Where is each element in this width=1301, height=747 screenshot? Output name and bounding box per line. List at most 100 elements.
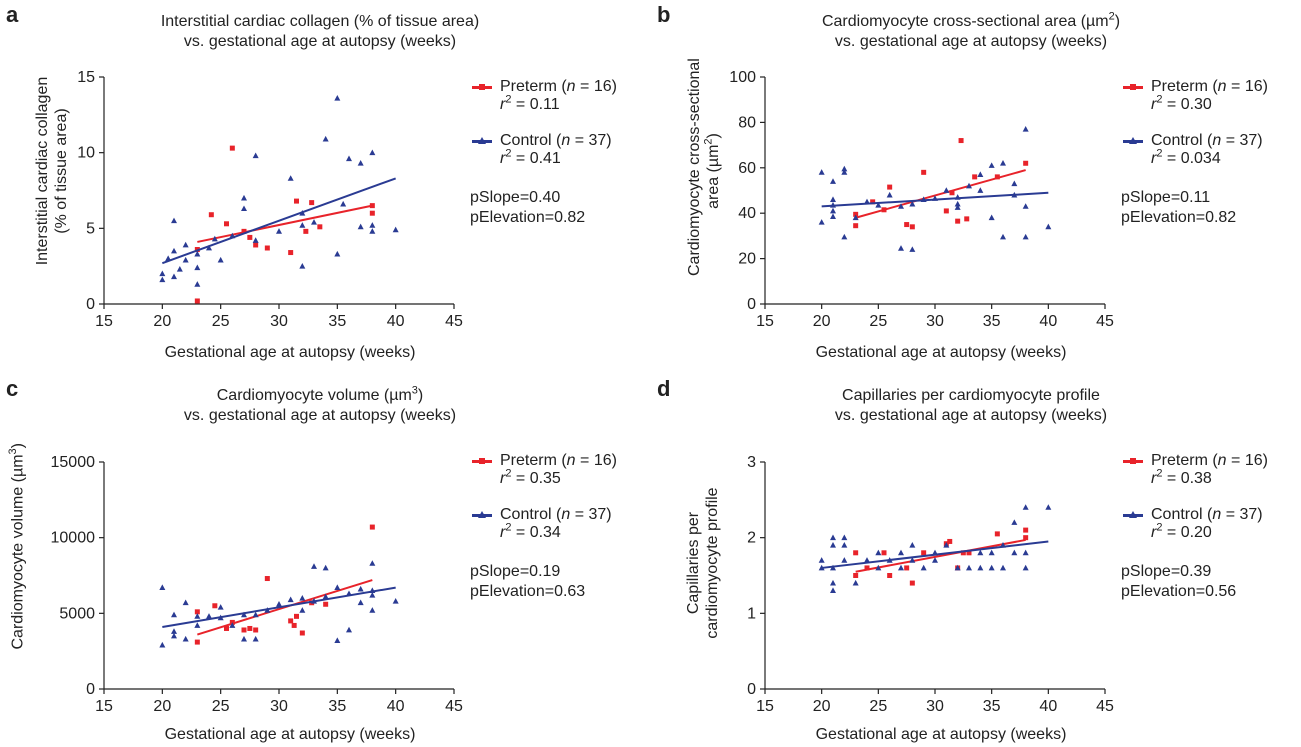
data-point-control xyxy=(206,244,212,251)
data-point-control xyxy=(830,579,836,586)
data-point-control xyxy=(171,628,177,634)
data-point-preterm xyxy=(887,184,893,190)
data-point-preterm xyxy=(994,174,1000,180)
data-point-preterm xyxy=(853,550,859,556)
y-tick-label: 15 xyxy=(77,69,95,86)
panel-letter: b xyxy=(657,2,671,27)
y-tick-label: 20 xyxy=(738,251,756,268)
legend-square-marker xyxy=(479,84,485,90)
x-tick-label: 25 xyxy=(212,313,230,330)
y-axis-label-line1: Cardiomyocyte cross-sectional xyxy=(686,58,703,276)
data-point-preterm xyxy=(966,550,972,556)
legend-square-marker xyxy=(479,458,485,464)
data-point-control xyxy=(171,611,177,618)
data-point-preterm xyxy=(264,576,270,582)
stats-block: pSlope=0.11 pElevation=0.82 xyxy=(1121,188,1268,228)
data-point-control xyxy=(841,557,848,563)
fit-line-preterm xyxy=(855,169,1026,219)
y-tick-label: 15000 xyxy=(51,454,96,471)
data-point-control xyxy=(841,169,848,175)
x-tick-label: 40 xyxy=(387,313,405,330)
legend-control-r2: r2 = 0.34 xyxy=(500,521,561,541)
x-tick-label: 20 xyxy=(153,313,171,330)
fit-line-control xyxy=(162,586,396,628)
data-point-control xyxy=(954,200,961,207)
legend-preterm-r2: r2 = 0.38 xyxy=(1151,467,1212,487)
data-point-control xyxy=(176,265,183,272)
data-point-control xyxy=(1045,504,1052,510)
data-point-control xyxy=(392,226,399,233)
data-point-control xyxy=(182,256,189,263)
data-point-control xyxy=(977,187,984,193)
data-point-control xyxy=(299,222,306,228)
x-tick-label: 25 xyxy=(212,698,230,715)
data-point-control xyxy=(1011,519,1018,525)
data-point-control xyxy=(276,601,282,607)
data-point-control xyxy=(1011,549,1018,556)
data-point-control xyxy=(830,207,836,214)
legend-control-r2: r2 = 0.41 xyxy=(500,147,561,167)
data-point-control xyxy=(159,276,166,283)
data-point-control xyxy=(252,611,259,618)
y-tick-label: 40 xyxy=(738,205,756,222)
legend-control-label: Control (n = 37) xyxy=(500,506,612,523)
data-point-control xyxy=(369,222,376,228)
x-tick-label: 25 xyxy=(869,313,887,330)
data-point-preterm xyxy=(229,145,235,151)
data-point-preterm xyxy=(870,199,876,205)
p-slope: pSlope=0.11 xyxy=(1121,189,1211,206)
data-point-control xyxy=(898,564,904,571)
data-point-control xyxy=(841,165,848,172)
x-tick-label: 30 xyxy=(926,313,944,330)
scatter-plot: 15 20 25 30 35 40 45 0 5 10 15 xyxy=(77,69,463,330)
y-tick-label: 60 xyxy=(738,160,756,177)
chart-title: Interstitial cardiac collagen (% of tiss… xyxy=(60,12,580,52)
data-point-control xyxy=(217,256,224,263)
data-point-control xyxy=(369,560,376,566)
legend: Preterm (n = 16) r2 = 0.30 Control (n = … xyxy=(1121,78,1268,228)
panel-letter: a xyxy=(6,2,19,27)
data-point-control xyxy=(276,228,282,234)
data-point-preterm xyxy=(288,250,294,256)
legend-preterm-r2: r2 = 0.35 xyxy=(500,467,561,487)
y-tick-label: 5 xyxy=(86,220,95,237)
data-point-control xyxy=(988,162,995,168)
data-point-preterm xyxy=(303,228,309,234)
data-point-preterm xyxy=(964,216,970,222)
legend-control-label: Control (n = 37) xyxy=(500,132,612,149)
data-point-preterm xyxy=(317,224,323,230)
data-point-control xyxy=(194,622,201,628)
chart-title-line2: vs. gestational age at autopsy (weeks) xyxy=(834,407,1108,424)
data-point-control xyxy=(369,591,376,598)
legend-triangle-marker xyxy=(478,511,486,518)
fit-line-control xyxy=(821,540,1049,569)
data-point-control xyxy=(909,542,916,548)
p-elevation: pElevation=0.56 xyxy=(1121,583,1237,600)
y-axis-label-line2: cardiomyocyte profile xyxy=(704,487,721,639)
data-point-preterm xyxy=(241,627,247,633)
y-axis-label: Interstitial cardiac collagen (% of tiss… xyxy=(33,71,71,271)
data-point-control xyxy=(322,135,329,142)
data-point-control xyxy=(334,94,341,101)
p-elevation: pElevation=0.82 xyxy=(1121,209,1237,226)
stats-block: pSlope=0.39 pElevation=0.56 xyxy=(1121,562,1268,602)
y-tick-label: 0 xyxy=(747,681,756,698)
data-point-control xyxy=(1022,549,1029,556)
legend-entry-control: Control (n = 37) r2 = 0.20 xyxy=(1121,506,1268,546)
y-axis-label: Capillaries per cardiomyocyte profile xyxy=(684,463,722,663)
data-point-control xyxy=(943,187,950,193)
chart-title-line1: Cardiomyocyte cross-sectional area (µm2) xyxy=(821,10,1121,30)
legend-triangle-marker xyxy=(1129,511,1137,518)
x-tick-label: 35 xyxy=(328,313,346,330)
data-point-preterm xyxy=(881,550,887,556)
panel-b: b Cardiomyocyte cross-sectional area (µm… xyxy=(651,0,1301,373)
data-point-control xyxy=(171,247,177,254)
data-point-control xyxy=(1022,564,1029,571)
x-tick-label: 15 xyxy=(756,698,774,715)
data-point-control xyxy=(977,171,984,178)
y-tick-label: 10000 xyxy=(51,530,96,547)
data-point-control xyxy=(932,557,938,563)
data-point-control xyxy=(322,564,329,571)
chart-title: Cardiomyocyte cross-sectional area (µm2)… xyxy=(711,10,1231,52)
legend-square-marker xyxy=(1130,458,1136,464)
